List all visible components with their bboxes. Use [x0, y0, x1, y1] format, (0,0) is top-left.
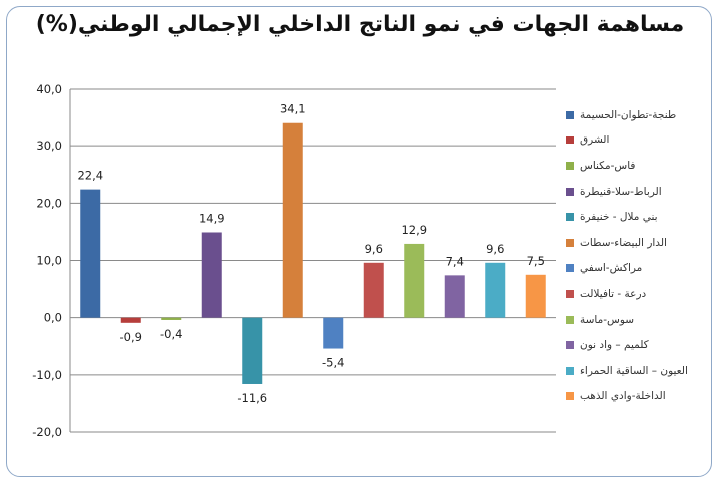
y-tick-label: 40,0	[36, 82, 62, 96]
legend-item: الشرق	[566, 128, 698, 154]
legend-item: الرباط-سلا-قنيطرة	[566, 179, 698, 205]
data-label: 9,6	[365, 242, 383, 256]
legend-swatch	[566, 341, 574, 350]
data-label: 14,9	[199, 211, 225, 225]
chart-title: مساهمة الجهات في نمو الناتج الداخلي الإج…	[35, 12, 685, 37]
legend-label: مراكش-اسفي	[580, 262, 643, 275]
legend-item: درعة - تافيلالت	[566, 281, 698, 307]
data-label: 9,6	[486, 242, 504, 256]
bar	[444, 275, 465, 318]
bar	[525, 274, 546, 318]
bar	[323, 317, 344, 349]
legend-item: العيون – الساقية الحمراء	[566, 358, 698, 384]
chart-legend: طنجة-تطوان-الحسيمة الشرق فاس-مكناس الرباط-س…	[566, 102, 698, 409]
legend-swatch	[566, 315, 574, 324]
bar	[485, 262, 506, 318]
data-label: -0,9	[120, 330, 142, 344]
bar	[80, 189, 101, 318]
data-label: 34,1	[280, 102, 306, 116]
legend-item: مراكش-اسفي	[566, 256, 698, 282]
legend-label: الدار البيضاء-سطات	[580, 236, 667, 249]
legend-item: كلميم – واد نون	[566, 332, 698, 358]
bar	[201, 232, 222, 318]
legend-swatch	[566, 289, 574, 298]
data-label: -11,6	[237, 391, 267, 405]
legend-label: سوس-ماسة	[580, 313, 635, 326]
data-label: -5,4	[322, 356, 344, 370]
bar	[282, 122, 303, 318]
legend-swatch	[566, 366, 574, 375]
legend-label: فاس-مكناس	[580, 159, 636, 172]
legend-item: سوس-ماسة	[566, 307, 698, 333]
legend-label: كلميم – واد نون	[580, 339, 649, 352]
legend-item: طنجة-تطوان-الحسيمة	[566, 102, 698, 128]
legend-swatch	[566, 238, 574, 247]
legend-swatch	[566, 110, 574, 119]
data-label: -0,4	[160, 327, 182, 341]
bar	[242, 317, 263, 384]
legend-label: طنجة-تطوان-الحسيمة	[580, 108, 677, 121]
legend-item: فاس-مكناس	[566, 153, 698, 179]
legend-swatch	[566, 392, 574, 401]
data-label: 7,4	[446, 254, 464, 268]
data-label: 12,9	[401, 223, 427, 237]
legend-label: بني ملال - خنيفرة	[580, 211, 658, 224]
chart-frame	[6, 6, 712, 477]
bar	[161, 317, 182, 320]
legend-label: درعة - تافيلالت	[580, 287, 647, 300]
data-label: 22,4	[77, 169, 103, 183]
bar	[120, 317, 141, 323]
legend-swatch	[566, 264, 574, 273]
y-tick-label: -10,0	[32, 368, 62, 382]
legend-item: الداخلة-وادي الذهب	[566, 384, 698, 410]
legend-label: العيون – الساقية الحمراء	[580, 364, 688, 377]
bar	[363, 262, 384, 318]
data-label: 7,5	[527, 254, 545, 268]
legend-item: بني ملال - خنيفرة	[566, 204, 698, 230]
y-tick-label: 30,0	[36, 139, 62, 153]
legend-label: الداخلة-وادي الذهب	[580, 390, 666, 403]
legend-label: الشرق	[580, 134, 610, 147]
y-tick-label: 0,0	[44, 311, 62, 325]
legend-label: الرباط-سلا-قنيطرة	[580, 185, 662, 198]
y-tick-label: 20,0	[36, 196, 62, 210]
legend-swatch	[566, 213, 574, 222]
y-tick-label: 10,0	[36, 254, 62, 268]
y-tick-label: -20,0	[32, 425, 62, 439]
bar	[404, 243, 425, 318]
legend-swatch	[566, 161, 574, 170]
legend-item: الدار البيضاء-سطات	[566, 230, 698, 256]
legend-swatch	[566, 136, 574, 145]
legend-swatch	[566, 187, 574, 196]
